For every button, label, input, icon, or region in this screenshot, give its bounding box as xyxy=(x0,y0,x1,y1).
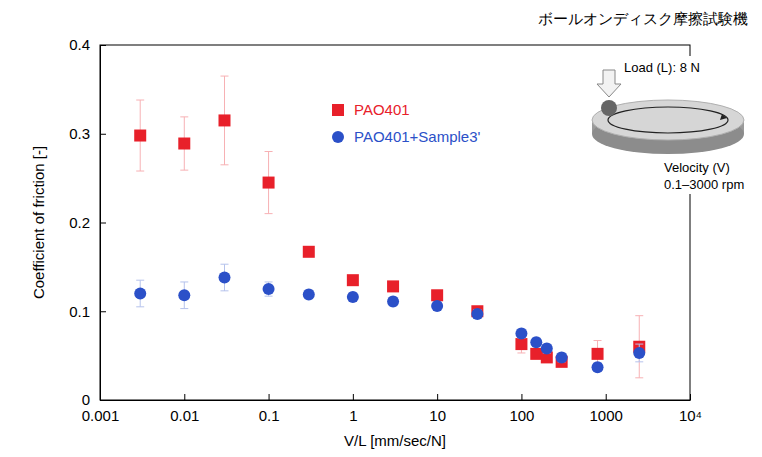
data-point xyxy=(263,177,275,189)
data-point xyxy=(219,272,231,284)
velocity-label: Velocity (V) xyxy=(664,160,730,175)
data-point xyxy=(431,300,443,312)
data-point xyxy=(347,291,359,303)
legend-label: PAO401+Sample3' xyxy=(354,128,481,145)
y-tick-mark xyxy=(100,223,106,224)
data-point xyxy=(556,351,568,363)
data-point xyxy=(178,138,190,150)
x-tick-mark xyxy=(353,394,354,400)
series-1 xyxy=(134,264,645,373)
x-tick: 10⁴ xyxy=(679,394,702,424)
inset xyxy=(580,56,757,194)
y-tick: 0.3 xyxy=(69,125,106,142)
data-point xyxy=(219,114,231,126)
x-tick-label: 10 xyxy=(429,407,446,424)
data-point xyxy=(347,274,359,286)
y-tick-mark xyxy=(100,134,106,135)
legend-marker xyxy=(332,104,344,116)
data-point xyxy=(178,289,190,301)
y-tick-label: 0.2 xyxy=(69,214,90,231)
y-tick-mark xyxy=(100,400,106,401)
x-axis-title: V/L [mm/sec/N] xyxy=(344,432,446,449)
x-tick-label: 10⁴ xyxy=(679,407,702,424)
y-tick-mark xyxy=(100,311,106,312)
legend-label: PAO401 xyxy=(354,101,410,118)
x-tick-mark xyxy=(521,394,522,400)
inset-title: ボールオンディスク摩擦試験機 xyxy=(538,10,748,27)
y-tick: 0.2 xyxy=(69,214,106,231)
series-0 xyxy=(134,76,645,378)
data-point xyxy=(387,280,399,292)
x-tick-mark xyxy=(437,394,438,400)
y-axis-title: Coefficient of friction [-] xyxy=(30,146,47,299)
data-point xyxy=(303,246,315,258)
data-point xyxy=(592,361,604,373)
data-point xyxy=(431,289,443,301)
legend: PAO401 PAO401+Sample3' xyxy=(332,101,481,145)
data-point xyxy=(387,295,399,307)
data-point xyxy=(471,308,483,320)
x-tick: 0.01 xyxy=(170,394,199,424)
velocity-range: 0.1–3000 rpm xyxy=(664,177,744,192)
track-arrow xyxy=(720,114,727,120)
data-point xyxy=(134,130,146,142)
y-tick-label: 0.4 xyxy=(69,36,90,53)
y-tick-label: 0 xyxy=(82,391,90,408)
x-tick-label: 1000 xyxy=(590,407,623,424)
data-point xyxy=(134,288,146,300)
data-point xyxy=(303,288,315,300)
y-tick-mark xyxy=(100,45,106,46)
y-tick: 0.4 xyxy=(69,36,106,53)
x-tick: 10 xyxy=(429,394,446,424)
x-tick-mark xyxy=(184,394,185,400)
data-point xyxy=(530,348,542,360)
plot-marks xyxy=(134,76,645,378)
x-axis-line xyxy=(101,400,691,401)
x-tick-mark xyxy=(606,394,607,400)
disk-top xyxy=(592,100,744,140)
legend-marker xyxy=(332,131,344,143)
data-point xyxy=(633,347,645,359)
load-arrow xyxy=(597,70,621,97)
x-tick-label: 0.1 xyxy=(259,407,280,424)
x-tick: 100 xyxy=(509,394,534,424)
x-axis: 0.001 0.01 0.1 1 10 100 1000 10⁴ xyxy=(82,394,702,424)
y-tick-label: 0.1 xyxy=(69,303,90,320)
data-point xyxy=(515,338,527,350)
load-label: Load (L): 8 N xyxy=(624,60,700,75)
x-tick-mark xyxy=(269,394,270,400)
y-tick: 0.1 xyxy=(69,303,106,320)
y-axis: 0 0.1 0.2 0.3 0.4 xyxy=(69,36,106,408)
inset-background xyxy=(580,56,757,194)
y-tick: 0 xyxy=(82,391,106,408)
x-tick-label: 0.01 xyxy=(170,407,199,424)
x-tick-label: 1 xyxy=(349,407,357,424)
x-tick-label: 0.001 xyxy=(82,407,120,424)
data-point xyxy=(530,336,542,348)
track xyxy=(608,107,728,133)
data-point xyxy=(263,283,275,295)
x-tick: 0.1 xyxy=(259,394,280,424)
ball xyxy=(601,100,617,116)
x-tick-label: 100 xyxy=(509,407,534,424)
x-tick: 1000 xyxy=(590,394,623,424)
x-tick-mark xyxy=(690,394,691,400)
x-tick: 1 xyxy=(349,394,357,424)
data-point xyxy=(592,348,604,360)
y-tick-label: 0.3 xyxy=(69,125,90,142)
data-point xyxy=(515,327,527,339)
data-point xyxy=(541,343,553,355)
chart: 0.001 0.01 0.1 1 10 100 1000 10⁴ 0 0.1 0.2 0.3 0.4 V/… xyxy=(0,0,762,457)
